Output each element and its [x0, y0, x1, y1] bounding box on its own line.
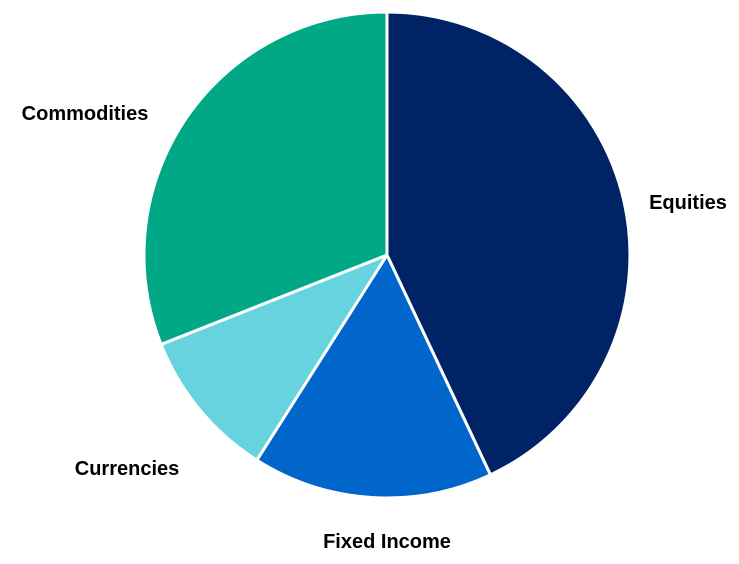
- pie-label-commodities: Commodities: [22, 103, 149, 125]
- pie-label-fixed-income: Fixed Income: [323, 531, 451, 553]
- pie-label-equities: Equities: [649, 192, 727, 214]
- pie-slices: [144, 12, 630, 498]
- pie-label-currencies: Currencies: [75, 458, 180, 480]
